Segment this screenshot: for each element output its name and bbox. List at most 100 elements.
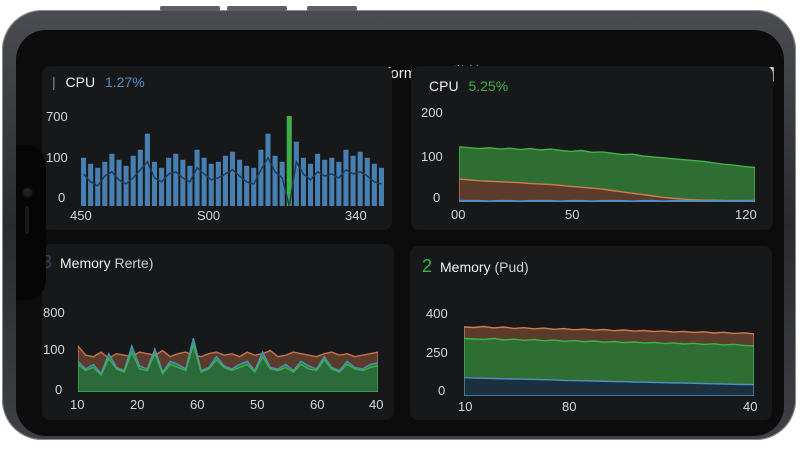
cpu-bar (151, 161, 158, 206)
panel-header: 2 Memory (Pud) (422, 256, 529, 277)
cpu-right-chart (459, 146, 755, 202)
cpu-bar (258, 149, 264, 206)
cpu-bar (244, 165, 250, 206)
cpu-bar (173, 153, 179, 206)
cpu-bar (137, 149, 143, 206)
y-tick: 250 (426, 345, 448, 360)
panel-label: Memory (60, 255, 111, 271)
x-tick: 60 (310, 397, 325, 412)
cpu-bar (116, 159, 122, 206)
memory-panel-left: 3 Memory Rerte) 800 100 0 10 20 60 50 60 … (42, 244, 394, 420)
cpu-bar (315, 153, 321, 206)
cpu-bar (81, 157, 87, 206)
x-tick: 00 (451, 207, 466, 222)
cpu-bar (279, 161, 285, 206)
cpu-bar (201, 157, 207, 206)
cpu-bar (123, 165, 129, 206)
x-tick: 80 (562, 399, 577, 414)
cpu-bar (229, 151, 236, 206)
cpu-bar (286, 116, 292, 206)
x-tick: 40 (743, 399, 758, 414)
area-series-2 (78, 341, 378, 392)
drag-handle-icon[interactable]: | (52, 74, 56, 90)
speaker-grille (25, 206, 29, 234)
panel-value: 1.27% (104, 74, 145, 90)
panel-header: 3 Memory Rerte) (42, 252, 153, 273)
cpu-bar (364, 157, 370, 206)
y-tick: 100 (46, 150, 68, 165)
cpu-series-line (82, 156, 382, 206)
panel-label: CPU (429, 78, 459, 94)
cpu-bar (144, 133, 150, 206)
panel-index: 2 (422, 256, 433, 276)
x-tick: S00 (197, 208, 221, 223)
cpu-bar (222, 155, 228, 206)
x-tick: 60 (190, 397, 205, 412)
x-tick: 50 (565, 207, 580, 222)
y-tick: 400 (426, 306, 448, 321)
y-tick: 100 (421, 149, 443, 164)
x-tick: 50 (250, 397, 265, 412)
phone-frame: Systm Performance 监控 ▐▌ | CPU 1.27% 700 … (2, 6, 796, 440)
cpu-bar (265, 133, 271, 206)
cpu-bar (329, 157, 335, 206)
panel-header: | CPU 1.27% (52, 74, 145, 90)
cpu-bar (102, 161, 108, 206)
cpu-bar (357, 151, 363, 206)
cpu-bar (194, 149, 200, 206)
cpu-bar (130, 155, 136, 206)
panel-label: CPU (65, 74, 96, 90)
panel-label: Memory (440, 259, 491, 275)
cpu-bar (251, 167, 257, 206)
x-tick: 450 (70, 208, 92, 223)
panel-value: 5.25% (468, 78, 509, 94)
x-tick: 10 (70, 397, 85, 412)
y-tick: 700 (46, 109, 68, 124)
x-tick: 10 (458, 399, 473, 414)
cpu-bar (300, 157, 306, 206)
cpu-bar (237, 159, 243, 206)
y-tick: 800 (43, 305, 65, 320)
panel-suffix: (Pud) (494, 259, 529, 275)
cpu-bar (88, 163, 94, 206)
memory-right-chart (464, 325, 754, 396)
cpu-bar (166, 157, 172, 206)
cpu-left-chart (81, 116, 384, 206)
x-tick: 120 (735, 207, 757, 222)
area-series-2 (464, 376, 754, 396)
volume-up-button (160, 6, 220, 11)
cpu-bar (307, 163, 314, 206)
cpu-bar (95, 167, 101, 206)
cpu-bar (187, 165, 193, 206)
y-tick: 0 (438, 383, 446, 398)
cpu-bar (272, 155, 278, 206)
y-tick: 200 (421, 105, 443, 120)
cpu-bar (159, 167, 165, 206)
panel-index: 3 (42, 252, 53, 272)
x-tick: 20 (130, 397, 145, 412)
y-tick: 0 (433, 190, 441, 205)
panel-header: CPU 5.25% (429, 78, 508, 94)
cpu-bar (322, 159, 328, 206)
volume-down-button (227, 6, 287, 11)
x-tick: 40 (369, 397, 384, 412)
cpu-bar (180, 159, 186, 206)
y-tick: 100 (43, 342, 65, 357)
y-tick: 0 (55, 382, 63, 397)
cpu-bar (215, 161, 221, 206)
cpu-bar (343, 149, 349, 206)
area-series-2 (459, 199, 755, 202)
panel-suffix: Rerte) (114, 255, 154, 271)
memory-panel-right: 2 Memory (Pud) 400 250 0 10 80 40 (410, 246, 772, 420)
cpu-bar (109, 153, 115, 206)
cpu-bar (371, 163, 377, 206)
cpu-bar (378, 167, 384, 206)
cpu-bar (208, 163, 214, 206)
camera-lens (23, 188, 32, 197)
screen: Systm Performance 监控 ▐▌ | CPU 1.27% 700 … (16, 30, 784, 436)
memory-left-chart (78, 338, 378, 392)
camera-notch (16, 145, 46, 300)
y-tick: 0 (58, 190, 66, 205)
cpu-bar (350, 155, 356, 206)
cpu-bar (293, 141, 299, 206)
